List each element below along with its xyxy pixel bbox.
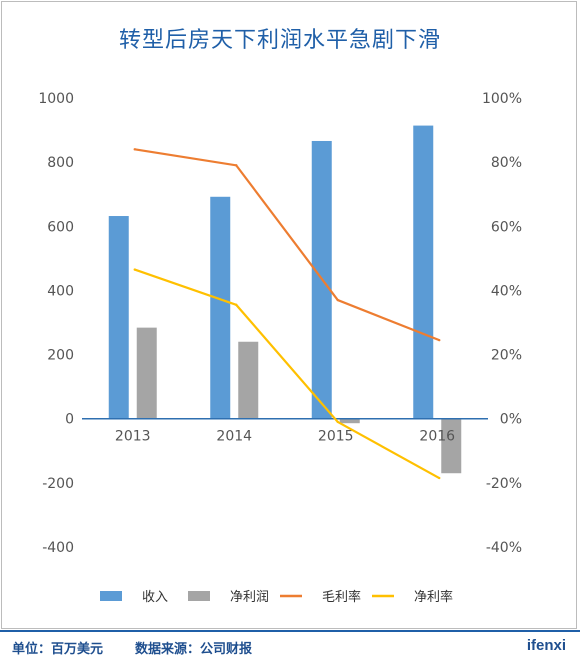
footer-source: 数据来源：公司财报 [135,642,253,657]
bar-净利润-2014 [238,341,259,419]
y-right-tick-label: 100% [482,91,522,107]
bar-收入-2013 [108,216,129,419]
legend-label: 净利润 [230,590,269,605]
y-left-tick-label: 200 [47,348,74,364]
bar-净利润-2016 [441,418,462,474]
chart-frame [1,1,577,629]
point-净利率-2016 [438,476,441,480]
y-left-tick-label: -200 [42,476,74,492]
y-right-tick-label: 20% [491,348,522,364]
y-left-tick-label: 800 [47,155,74,171]
brand-logo: ifenxi [526,637,566,654]
y-right-tick-label: -20% [486,476,522,492]
point-毛利率-2015 [336,298,339,302]
y-right-tick-label: -40% [486,540,522,556]
point-毛利率-2016 [438,338,441,342]
point-净利率-2015 [336,420,339,424]
line-净利率 [134,268,440,480]
bar-净利润-2013 [136,327,157,419]
legend-label: 收入 [142,590,168,605]
y-left-tick-label: 1000 [38,91,74,107]
bar-收入-2014 [210,196,231,419]
x-tick-label: 2013 [115,429,151,445]
x-tick-label: 2015 [318,429,354,445]
footer-bar: 单位：百万美元 数据来源：公司财报 ifenxi [0,630,580,660]
y-left-tick-label: -400 [42,540,74,556]
point-净利率-2014 [235,303,238,307]
y-right-tick-label: 0% [500,412,522,428]
legend-label: 毛利率 [322,589,361,605]
point-毛利率-2014 [235,164,238,167]
legend-label: 净利率 [414,589,453,605]
point-毛利率-2013 [133,148,136,151]
legend-swatch-净利润 [188,591,210,601]
point-净利率-2013 [133,268,136,271]
y-left-tick-label: 600 [47,219,74,235]
y-left-tick-label: 400 [47,283,74,299]
bar-净利润-2015 [339,418,360,424]
y-right-tick-label: 80% [491,155,522,171]
bar-收入-2016 [413,125,434,419]
line-毛利率 [134,148,440,342]
chart-title: 转型后房天下利润水平急剧下滑 [118,28,441,53]
y-right-tick-label: 60% [491,219,522,235]
x-tick-label: 2014 [216,429,252,445]
legend-swatch-收入 [100,591,122,601]
x-tick-label: 2016 [419,429,455,445]
footer-unit: 单位：百万美元 [12,642,104,657]
y-left-tick-label: 0 [65,412,74,428]
y-right-tick-label: 40% [491,283,522,299]
chart-canvas: 1000 800 600 400 200 0 -200 -400 100% 80% 60% 40% 20… [38,91,522,605]
